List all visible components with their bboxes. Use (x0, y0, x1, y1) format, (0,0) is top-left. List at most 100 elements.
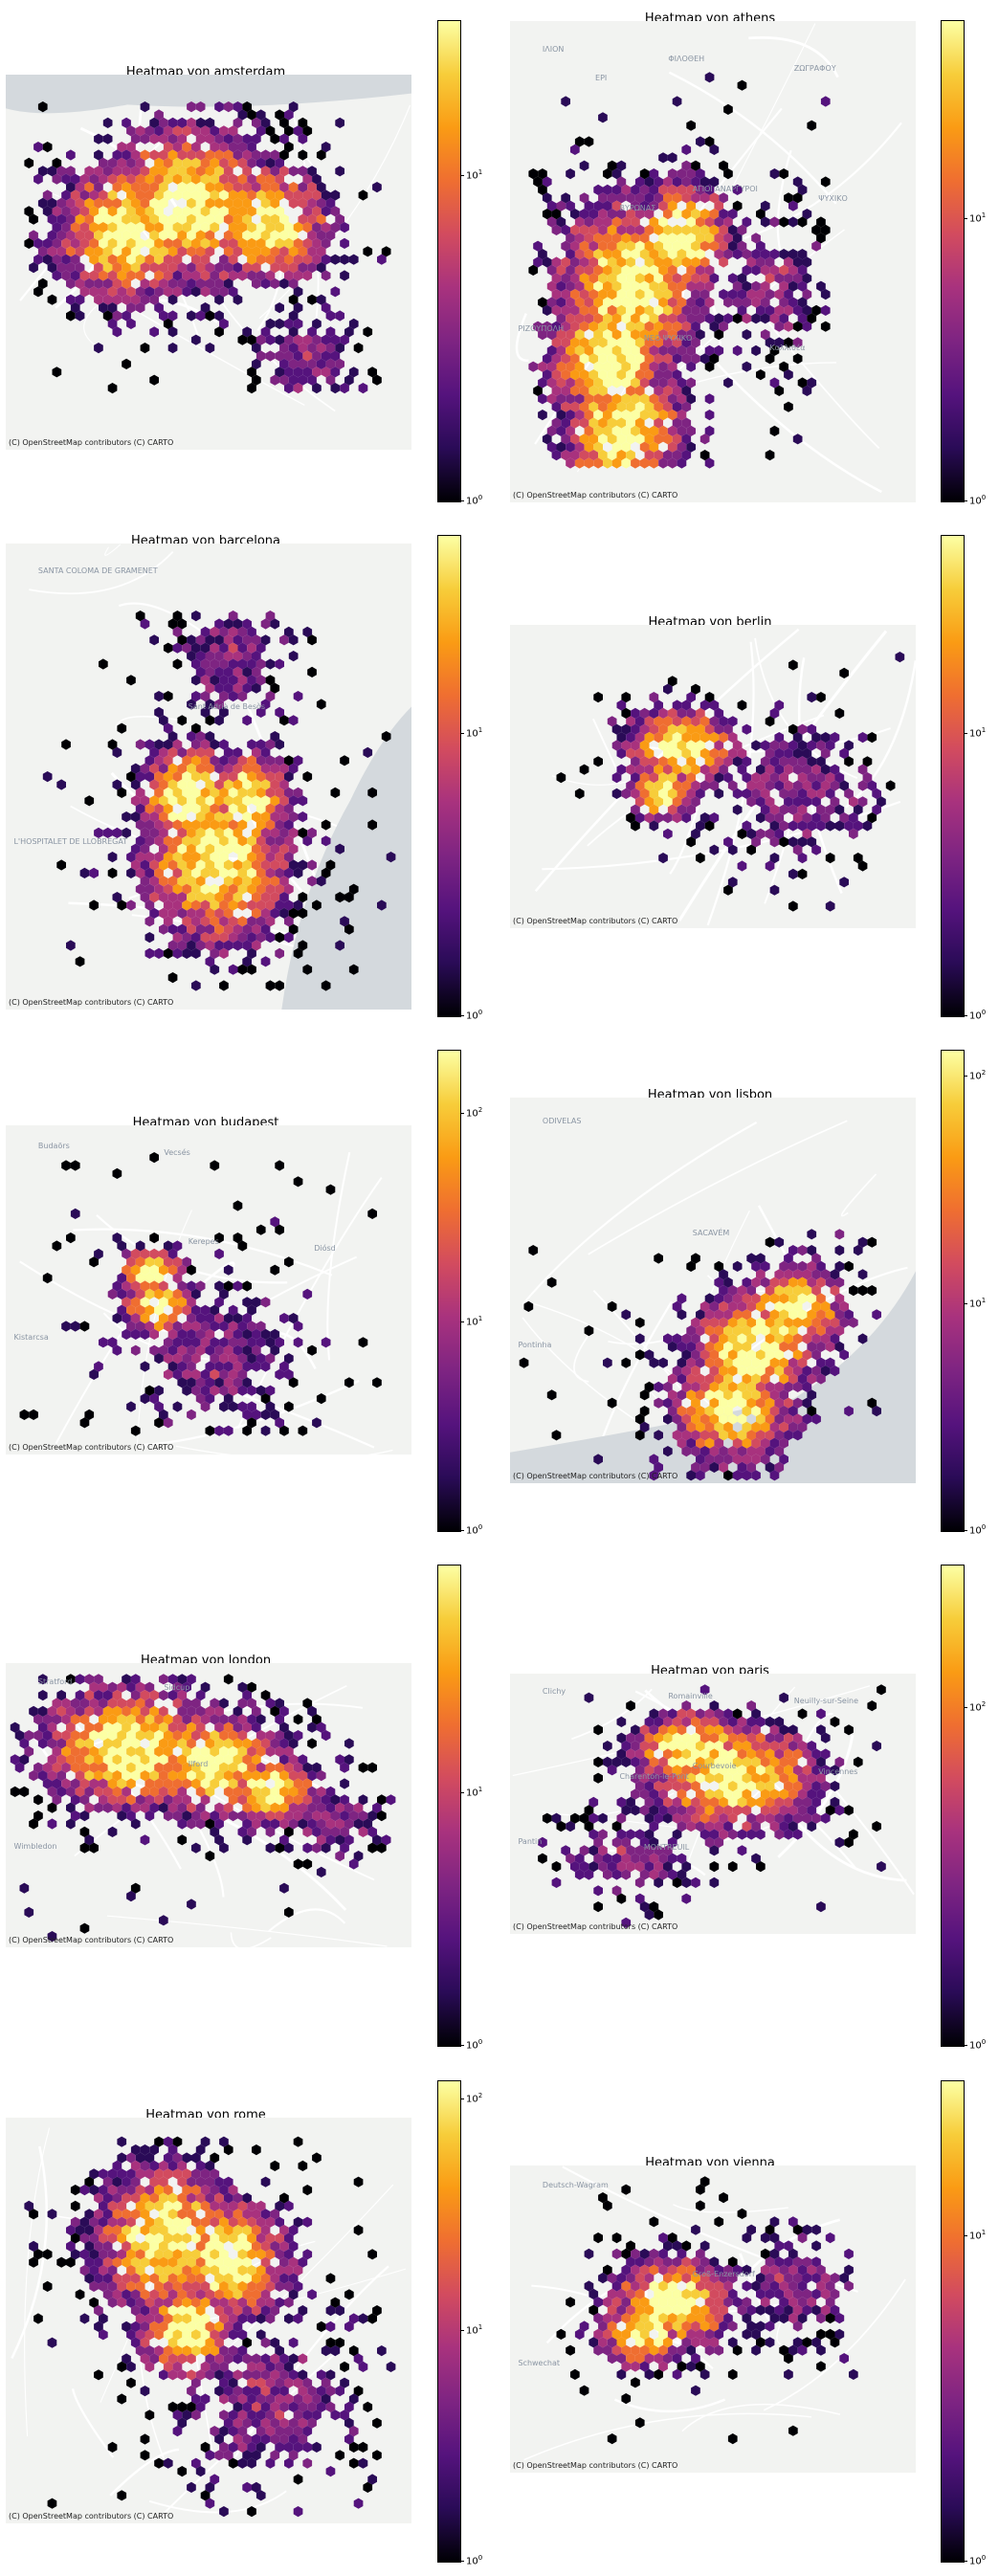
hexbin-cell (293, 302, 303, 314)
hexbin-cell (316, 343, 326, 354)
hexbin-cell (302, 125, 313, 137)
hexbin-cell (677, 425, 687, 436)
hexbin-cell (719, 1748, 728, 1760)
hexbin-cell (260, 763, 271, 774)
hexbin-cell (788, 1772, 798, 1784)
hexbin-cell (252, 779, 261, 790)
hexbin-cell (242, 2273, 252, 2284)
hexbin-cell (126, 2297, 136, 2308)
hexbin-cell (677, 233, 687, 244)
hexbin-cell (293, 691, 303, 702)
hexbin-cell (654, 273, 663, 284)
hexbin-cell (237, 1810, 248, 1822)
hexbin-cell (223, 1754, 233, 1765)
hexbin-cell (210, 867, 220, 878)
hexbin-cell (686, 1260, 696, 1272)
hexbin-cell (774, 747, 785, 759)
hexbin-cell (24, 157, 34, 168)
hexbin-cell (746, 796, 756, 808)
hexbin-cell (219, 1337, 229, 1348)
hexbin-cell (746, 1381, 756, 1392)
hexbin-cell (219, 2361, 229, 2372)
hexbin-cell (237, 222, 248, 233)
hexbin-cell (644, 176, 655, 188)
hexbin-cell (163, 803, 173, 814)
hexbin-cell (686, 280, 696, 292)
hexbin-cell (187, 2192, 196, 2204)
hexbin-cell (732, 1756, 743, 1767)
hexbin-cell (177, 634, 188, 646)
hexbin-cell (29, 230, 38, 241)
hexbin-cell (797, 836, 808, 848)
hexbin-cell (293, 334, 303, 345)
hexbin-cell (149, 827, 159, 838)
hexbin-cell (677, 1788, 687, 1800)
hexbin-cell (774, 1812, 785, 1824)
hexbin-cell (252, 1802, 261, 1813)
hexbin-cell (140, 1802, 150, 1813)
hexbin-cell (191, 173, 201, 185)
hexbin-cell (714, 1772, 724, 1784)
hexbin-cell (732, 1772, 743, 1784)
hexbin-cell (621, 280, 632, 292)
hexbin-cell (704, 1341, 715, 1352)
hexbin-cell (284, 2377, 294, 2388)
hexbin-cell (135, 803, 145, 814)
hexbin-cell (130, 2337, 141, 2348)
hexbin-cell (163, 2216, 173, 2228)
hexbin-cell (195, 2256, 206, 2268)
hexbin-cell (159, 2209, 168, 2220)
hexbin-cell (187, 230, 196, 241)
hexbin-cell (126, 1288, 136, 1299)
hexbin-cell (233, 133, 243, 144)
hexbin-cell (774, 780, 785, 791)
hexbin-cell (774, 1765, 785, 1776)
hexbin-cell (348, 366, 359, 378)
hexbin-cell (639, 1901, 650, 1913)
hexbin-cell (102, 294, 113, 305)
hexbin-cell (307, 230, 317, 241)
hexbin-cell (228, 2185, 238, 2196)
hexbin-cell (616, 401, 627, 412)
hexbin-cell (639, 756, 650, 767)
hexbin-cell (561, 273, 570, 284)
hexbin-cell (811, 1748, 821, 1760)
hexbin-cell (607, 369, 617, 381)
hexbin-cell (691, 304, 700, 316)
hexbin-cell (149, 166, 159, 177)
hexbin-cell (149, 213, 159, 225)
hexbin-cell (126, 852, 136, 863)
hexbin-cell (672, 1796, 682, 1808)
hexbin-cell (228, 237, 238, 249)
hexbin-cell (191, 222, 201, 233)
hexbin-cell (84, 1705, 95, 1717)
hexbin-cell (233, 634, 243, 646)
hexbin-cell (307, 1344, 317, 1356)
hexbin-cell (621, 1309, 632, 1321)
hexbin-cell (732, 1325, 743, 1337)
hexbin-cell (654, 1397, 663, 1409)
hexbin-cell (663, 353, 673, 365)
hexbin-cell (233, 2256, 243, 2268)
hexbin-cell (634, 1893, 645, 1904)
hexbin-cell (66, 2256, 76, 2268)
hexbin-cell (611, 1853, 622, 1864)
hexbin-cell (205, 246, 215, 257)
hexbin-cell (279, 166, 289, 177)
hexbin-cell (167, 2160, 178, 2171)
hexbin-cell (167, 779, 178, 790)
hexbin-cell (551, 321, 562, 332)
hexbin-cell (769, 1406, 780, 1417)
hexbin-cell (353, 1851, 364, 1862)
hexbin-cell (191, 819, 201, 831)
hexbin-cell (247, 222, 256, 233)
hexbin-cell (839, 812, 849, 824)
hexbin-cell (265, 2297, 276, 2308)
hexbin-cell (233, 101, 243, 113)
hexbin-cell (122, 1313, 131, 1324)
place-label: ΖΩΓΡΑΦΟΥ (793, 64, 836, 74)
hexbin-cell (279, 2369, 289, 2381)
hexbin-cell (626, 304, 635, 316)
hexbin-cell (144, 237, 155, 249)
hexbin-cell (255, 883, 266, 895)
